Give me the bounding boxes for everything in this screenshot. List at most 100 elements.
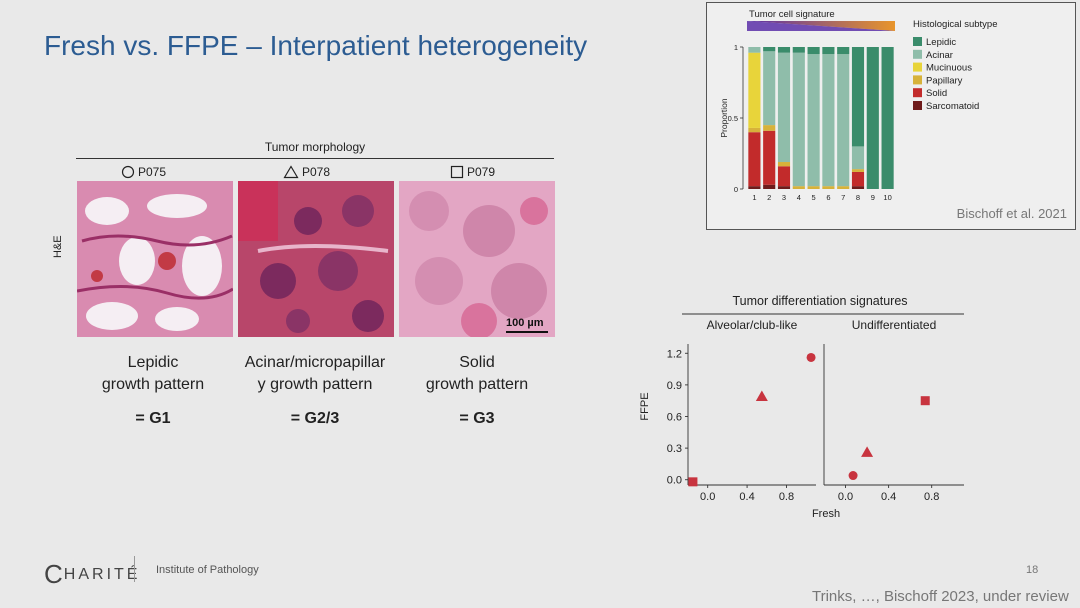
pattern-line: Acinar/micropapillar: [244, 354, 386, 371]
bar-segment-acinar: [748, 47, 761, 53]
triangle-marker-icon: [283, 165, 299, 179]
growth-pattern-lepidic: Lepidic growth pattern: [68, 352, 238, 396]
point-p078: [755, 390, 768, 401]
scalebar: [506, 331, 548, 333]
patient-id: P078: [302, 165, 331, 179]
bar-segment-acinar: [851, 146, 865, 170]
scatter-title: Tumor differentiation signatures: [732, 294, 907, 308]
point-p079: [688, 477, 698, 487]
x-tick-label: 0.8: [924, 491, 939, 503]
legend-swatch: [913, 75, 922, 85]
grade-g2-3: = G2/3: [290, 410, 340, 427]
y-tick-label: 0.0: [667, 475, 682, 487]
y-axis-label: FFPE: [639, 392, 651, 420]
citation: Trinks, …, Bischoff 2023, under review: [812, 588, 1069, 605]
bar-segment-solid: [851, 171, 865, 187]
logo-initial: C: [44, 559, 63, 589]
point-p075: [806, 352, 816, 362]
scatter-chart: Tumor differentiation signatures FFPE Fres…: [639, 294, 964, 520]
slide-number: 18: [1026, 564, 1039, 576]
x-axis-label: Fresh: [812, 508, 840, 520]
bar-segment-papillary: [807, 186, 820, 189]
bar-segment-acinar: [777, 52, 791, 163]
legend-label: Papillary: [926, 75, 963, 86]
bar-segment-lepidic: [822, 47, 835, 55]
legend-label: Acinar: [926, 50, 953, 61]
pattern-line: growth pattern: [425, 376, 529, 393]
logo-text: HARITÉ: [63, 565, 141, 583]
inset-figure: Tumor cell signature 0 0.5 1 Proportion 1 2 3 4 5…: [706, 2, 1076, 230]
bar-segment-lepidic: [792, 47, 805, 53]
point-p079: [920, 396, 930, 406]
scalebar-label: 100 µm: [506, 317, 544, 329]
bar-segment-lepidic: [851, 47, 865, 147]
y-tick-label: 0.5: [728, 114, 738, 123]
legend-label: Mucinuous: [926, 63, 972, 74]
bar-segment-papillary: [837, 186, 850, 189]
panel-label: Alveolar/club-like: [707, 318, 798, 332]
legend-swatch: [913, 62, 922, 72]
bar-segment-papillary: [822, 186, 835, 189]
patient-label-p079: P079: [450, 165, 495, 179]
x-tick-label: 6: [826, 193, 830, 202]
y-tick-label: 1.2: [667, 348, 682, 360]
patient-label-p078: P078: [283, 165, 330, 179]
legend-label: Lepidic: [926, 37, 956, 48]
patient-label-p075: P075: [121, 165, 166, 179]
pattern-line: growth pattern: [101, 376, 205, 393]
bar-segment-papillary: [763, 125, 776, 131]
legend-swatch: [913, 37, 922, 46]
legend-swatch: [913, 101, 922, 110]
micrograph-p078: [238, 181, 394, 337]
bar-segment-papillary: [851, 169, 865, 172]
x-tick-label: 0.0: [838, 491, 853, 503]
bar-segment-papillary: [748, 127, 761, 133]
bar-segment-sarcomatoid: [763, 184, 776, 189]
institute-name: Institute of Pathology: [156, 564, 259, 576]
x-tick-label: 10: [883, 193, 891, 202]
bar-segment-lepidic: [777, 47, 791, 53]
bar-segment-papillary: [777, 162, 791, 167]
x-tick-label: 2: [767, 193, 771, 202]
patient-id: P079: [467, 165, 496, 179]
pattern-line: y growth pattern: [257, 376, 373, 393]
y-tick-label: 0.3: [667, 443, 682, 455]
legend-label: Solid: [926, 88, 947, 99]
bar-segment-sarcomatoid: [748, 186, 761, 189]
bar-segment-lepidic: [837, 47, 850, 55]
x-tick-label: 7: [841, 193, 845, 202]
bar-segment-solid: [763, 130, 776, 185]
morphology-title: Tumor morphology: [264, 140, 366, 154]
bar-segment-acinar: [837, 54, 850, 187]
x-tick-label: 0.0: [700, 491, 715, 503]
legend-swatch: [913, 49, 922, 59]
legend-swatch: [913, 88, 922, 98]
x-tick-label: 5: [812, 193, 816, 202]
bar-segment-acinar: [807, 54, 820, 187]
circle-marker-icon: [121, 165, 135, 179]
x-tick-label: 0.4: [881, 491, 896, 503]
x-tick-label: 4: [797, 193, 801, 202]
grade-g3: = G3: [459, 410, 495, 427]
legend-label: Sarcomatoid: [926, 101, 979, 112]
growth-pattern-acinar: Acinar/micropapillar y growth pattern: [230, 352, 400, 396]
square-marker-icon: [450, 165, 464, 179]
point-p078: [861, 446, 874, 457]
bar-segment-lepidic: [763, 47, 776, 52]
legend-title: Histological subtype: [913, 19, 998, 30]
x-tick-label: 1: [752, 193, 756, 202]
bar-segment-sarcomatoid: [777, 186, 791, 189]
footer-divider: [134, 556, 135, 582]
signature-gradient-base: [747, 21, 895, 31]
y-tick-label: 0.9: [667, 380, 682, 392]
bar-segment-lepidic: [807, 47, 820, 55]
bar-segment-mucinuous: [748, 52, 761, 128]
x-tick-label: 0.8: [779, 491, 794, 503]
y-tick-label: 1: [734, 43, 738, 52]
pattern-line: Lepidic: [127, 354, 179, 371]
micrograph-p075: [77, 181, 233, 337]
point-p075: [848, 471, 858, 481]
bar-segment-lepidic: [866, 47, 879, 189]
bar-segment-acinar: [822, 54, 835, 187]
pattern-line: Solid: [459, 354, 495, 371]
